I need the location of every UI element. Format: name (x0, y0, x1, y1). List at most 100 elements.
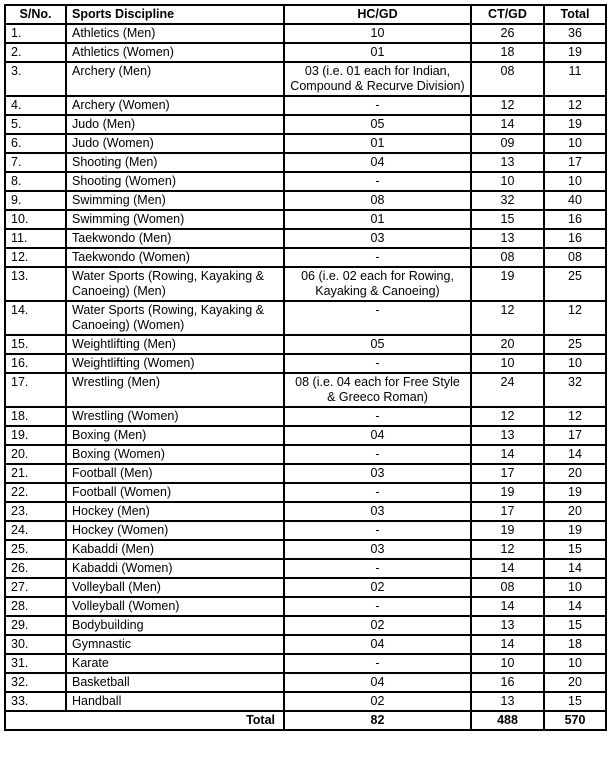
discipline-cell: Weightlifting (Women) (65, 353, 285, 374)
sno-cell: 24. (4, 520, 67, 541)
total-cell: 15 (543, 615, 607, 636)
hcgd-cell: 04 (283, 425, 472, 446)
discipline-cell: Swimming (Men) (65, 190, 285, 211)
total-cell: 18 (543, 634, 607, 655)
sno-cell: 29. (4, 615, 67, 636)
hcgd-cell: 04 (283, 152, 472, 173)
table-row: 24. Hockey (Women) - 19 19 (4, 520, 607, 541)
ctgd-cell: 17 (470, 463, 545, 484)
discipline-cell: Handball (65, 691, 285, 712)
total-cell: 14 (543, 558, 607, 579)
hcgd-cell: - (283, 171, 472, 192)
total-cell: 08 (543, 247, 607, 268)
ctgd-cell: 08 (470, 247, 545, 268)
ctgd-cell: 14 (470, 558, 545, 579)
ctgd-cell: 19 (470, 482, 545, 503)
sno-cell: 22. (4, 482, 67, 503)
total-cell: 19 (543, 42, 607, 63)
table-row: 3. Archery (Men) 03 (i.e. 01 each for In… (4, 61, 607, 97)
total-cell: 12 (543, 406, 607, 427)
discipline-cell: Football (Men) (65, 463, 285, 484)
sno-cell: 21. (4, 463, 67, 484)
table-row: 5. Judo (Men) 05 14 19 (4, 114, 607, 135)
table-row: 6. Judo (Women) 01 09 10 (4, 133, 607, 154)
table-row: 21. Football (Men) 03 17 20 (4, 463, 607, 484)
total-cell: 10 (543, 353, 607, 374)
hcgd-cell: - (283, 406, 472, 427)
discipline-cell: Karate (65, 653, 285, 674)
discipline-cell: Judo (Women) (65, 133, 285, 154)
table-row: 12. Taekwondo (Women) - 08 08 (4, 247, 607, 268)
ctgd-cell: 13 (470, 152, 545, 173)
discipline-cell: Bodybuilding (65, 615, 285, 636)
sno-cell: 5. (4, 114, 67, 135)
table-row: 17. Wrestling (Men) 08 (i.e. 04 each for… (4, 372, 607, 408)
hcgd-cell: - (283, 353, 472, 374)
sno-cell: 17. (4, 372, 67, 408)
hcgd-cell: - (283, 596, 472, 617)
sno-cell: 16. (4, 353, 67, 374)
total-cell: 19 (543, 482, 607, 503)
hcgd-cell: - (283, 558, 472, 579)
discipline-cell: Taekwondo (Men) (65, 228, 285, 249)
total-ctgd-cell: 488 (470, 710, 545, 731)
table-row: 25. Kabaddi (Men) 03 12 15 (4, 539, 607, 560)
total-cell: 20 (543, 672, 607, 693)
table-body: 1. Athletics (Men) 10 26 36 2. Athletics… (4, 23, 607, 712)
ctgd-cell: 12 (470, 300, 545, 336)
sno-cell: 25. (4, 539, 67, 560)
total-cell: 14 (543, 444, 607, 465)
hcgd-cell: 06 (i.e. 02 each for Rowing, Kayaking & … (283, 266, 472, 302)
hcgd-cell: - (283, 95, 472, 116)
total-cell: 10 (543, 171, 607, 192)
total-cell: 25 (543, 334, 607, 355)
ctgd-cell: 26 (470, 23, 545, 44)
ctgd-cell: 12 (470, 539, 545, 560)
total-cell: 17 (543, 425, 607, 446)
ctgd-cell: 13 (470, 425, 545, 446)
ctgd-cell: 19 (470, 520, 545, 541)
sno-cell: 27. (4, 577, 67, 598)
discipline-cell: Basketball (65, 672, 285, 693)
sno-cell: 33. (4, 691, 67, 712)
total-row: Total 82 488 570 (4, 710, 607, 731)
total-cell: 17 (543, 152, 607, 173)
table-footer: Total 82 488 570 (4, 710, 607, 731)
discipline-cell: Athletics (Women) (65, 42, 285, 63)
sports-discipline-table: S/No. Sports Discipline HC/GD CT/GD Tota… (4, 4, 607, 731)
total-cell: 10 (543, 133, 607, 154)
table-row: 11. Taekwondo (Men) 03 13 16 (4, 228, 607, 249)
ctgd-cell: 12 (470, 406, 545, 427)
discipline-cell: Boxing (Women) (65, 444, 285, 465)
sno-cell: 19. (4, 425, 67, 446)
total-cell: 14 (543, 596, 607, 617)
ctgd-cell: 24 (470, 372, 545, 408)
discipline-cell: Hockey (Women) (65, 520, 285, 541)
hcgd-cell: 08 (i.e. 04 each for Free Style & Greeco… (283, 372, 472, 408)
hcgd-cell: 03 (283, 463, 472, 484)
hcgd-cell: - (283, 247, 472, 268)
hcgd-cell: 03 (283, 228, 472, 249)
ctgd-cell: 14 (470, 444, 545, 465)
table-row: 26. Kabaddi (Women) - 14 14 (4, 558, 607, 579)
table-row: 23. Hockey (Men) 03 17 20 (4, 501, 607, 522)
sno-cell: 15. (4, 334, 67, 355)
total-cell: 40 (543, 190, 607, 211)
hcgd-cell: - (283, 300, 472, 336)
hcgd-cell: 03 (i.e. 01 each for Indian, Compound & … (283, 61, 472, 97)
table-row: 15. Weightlifting (Men) 05 20 25 (4, 334, 607, 355)
total-cell: 32 (543, 372, 607, 408)
hcgd-cell: 03 (283, 539, 472, 560)
table-row: 14. Water Sports (Rowing, Kayaking & Can… (4, 300, 607, 336)
hcgd-cell: 01 (283, 133, 472, 154)
table-row: 18. Wrestling (Women) - 12 12 (4, 406, 607, 427)
total-cell: 16 (543, 228, 607, 249)
discipline-cell: Kabaddi (Women) (65, 558, 285, 579)
discipline-cell: Water Sports (Rowing, Kayaking & Canoein… (65, 300, 285, 336)
ctgd-cell: 32 (470, 190, 545, 211)
ctgd-cell: 10 (470, 171, 545, 192)
sno-cell: 12. (4, 247, 67, 268)
sno-cell: 3. (4, 61, 67, 97)
discipline-cell: Weightlifting (Men) (65, 334, 285, 355)
